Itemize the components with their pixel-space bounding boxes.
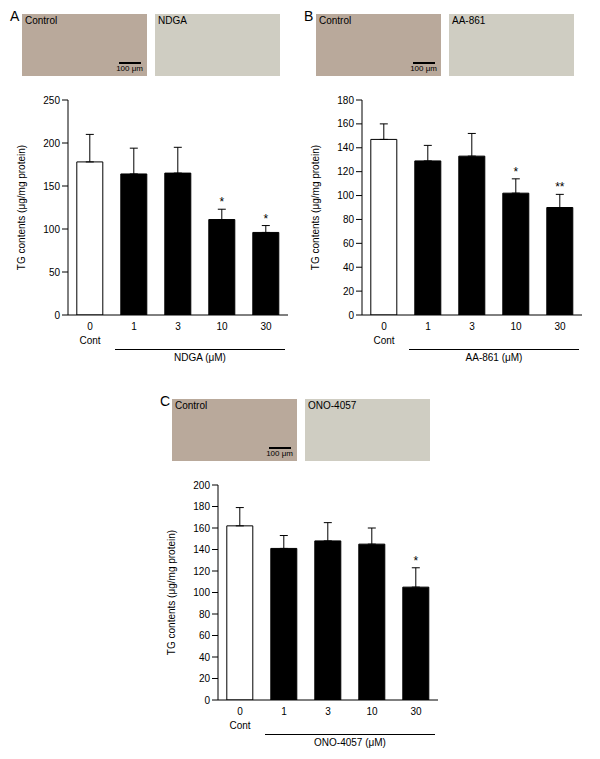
svg-text:0: 0 (381, 321, 387, 332)
html-text:100 μm: 100 μm (410, 64, 437, 73)
html-text:Cont: Cont (79, 335, 101, 346)
svg-text:0: 0 (348, 310, 354, 321)
svg-text:160: 160 (337, 118, 354, 129)
svg-text:100: 100 (193, 587, 210, 598)
html-text:ONO-4057 (μM): ONO-4057 (μM) (314, 737, 386, 748)
svg-text:120: 120 (337, 166, 354, 177)
svg-text:30: 30 (554, 321, 566, 332)
html-text:A Control: A Control (10, 8, 58, 26)
svg-text:30: 30 (410, 706, 422, 717)
svg-text:10: 10 (216, 321, 228, 332)
svg-text:40: 40 (343, 262, 355, 273)
svg-text:150: 150 (43, 181, 60, 192)
html-text:100 μm: 100 μm (266, 449, 293, 458)
svg-text:250: 250 (43, 95, 60, 106)
svg-text:40: 40 (199, 652, 211, 663)
svg-text:140: 140 (337, 142, 354, 153)
svg-text:200: 200 (193, 480, 210, 491)
svg-text:1: 1 (281, 706, 287, 717)
svg-text:1: 1 (131, 321, 137, 332)
svg-text:TG contents (μg/mg protein): TG contents (μg/mg protein) (166, 530, 177, 655)
html-text:NDGA (μM): NDGA (μM) (174, 352, 226, 363)
svg-text:3: 3 (175, 321, 181, 332)
html-text:NDGA: NDGA (158, 15, 187, 26)
svg-text:140: 140 (193, 544, 210, 555)
html-text:AA-861 (μM): AA-861 (μM) (465, 352, 523, 363)
svg-text:50: 50 (49, 267, 61, 278)
svg-text:20: 20 (343, 286, 355, 297)
svg-text:0: 0 (204, 695, 210, 706)
svg-text:10: 10 (510, 321, 522, 332)
svg-text:80: 80 (199, 609, 211, 620)
svg-text:*: * (219, 195, 224, 209)
svg-text:0: 0 (54, 310, 60, 321)
svg-text:100: 100 (337, 190, 354, 201)
html-text:100 μm: 100 μm (116, 64, 143, 73)
html-text:ONO-4057: ONO-4057 (308, 400, 357, 411)
svg-text:0: 0 (87, 321, 93, 332)
svg-text:TG contents (μg/mg protein): TG contents (μg/mg protein) (16, 145, 27, 270)
svg-text:180: 180 (193, 501, 210, 512)
svg-text:1: 1 (425, 321, 431, 332)
svg-text:160: 160 (193, 523, 210, 534)
svg-text:30: 30 (260, 321, 272, 332)
svg-text:10: 10 (366, 706, 378, 717)
svg-text:**: ** (555, 180, 565, 194)
html-text:Cont: Cont (373, 335, 395, 346)
svg-text:*: * (513, 165, 518, 179)
svg-text:3: 3 (469, 321, 475, 332)
svg-text:200: 200 (43, 138, 60, 149)
svg-text:TG contents (μg/mg protein): TG contents (μg/mg protein) (310, 145, 321, 270)
svg-text:*: * (263, 212, 268, 226)
svg-text:0: 0 (237, 706, 243, 717)
svg-text:120: 120 (193, 566, 210, 577)
svg-text:180: 180 (337, 95, 354, 106)
svg-text:60: 60 (343, 238, 355, 249)
html-text:Cont: Cont (229, 720, 251, 731)
svg-text:80: 80 (343, 214, 355, 225)
svg-text:*: * (413, 554, 418, 568)
html-text:B Control: B Control (304, 8, 352, 26)
svg-text:60: 60 (199, 630, 211, 641)
html-text:AA-861: AA-861 (452, 15, 486, 26)
svg-text:3: 3 (325, 706, 331, 717)
svg-text:20: 20 (199, 673, 211, 684)
svg-text:100: 100 (43, 224, 60, 235)
html-text:C Control: C Control (160, 393, 208, 411)
